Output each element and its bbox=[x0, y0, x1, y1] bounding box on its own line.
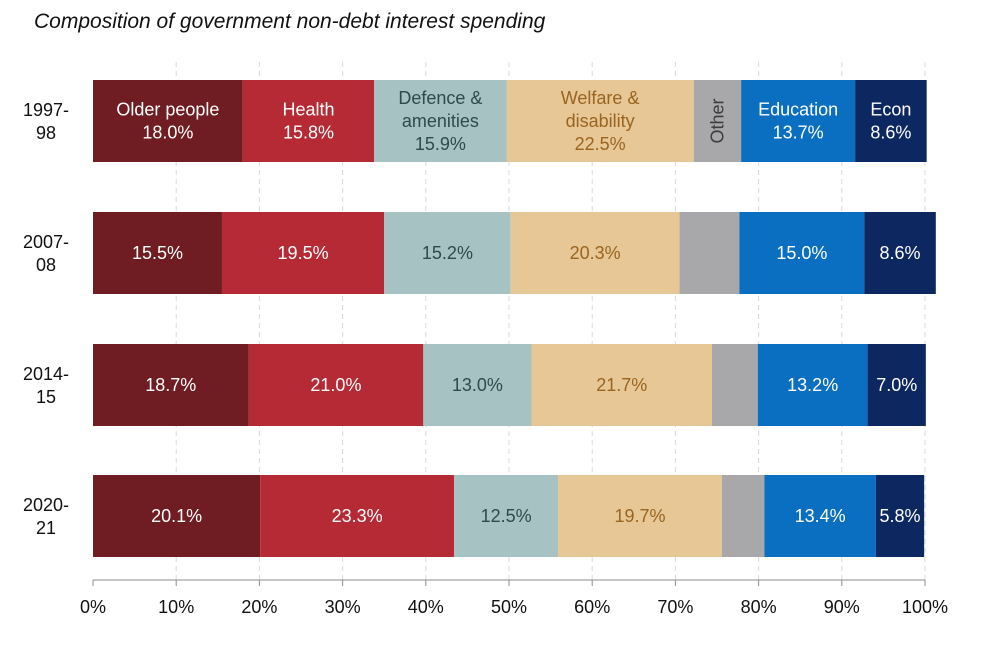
x-tick-label: 80% bbox=[741, 597, 777, 617]
x-tick-label: 0% bbox=[80, 597, 106, 617]
segment-label: 19.7% bbox=[615, 506, 666, 526]
category-label: 98 bbox=[36, 123, 56, 143]
segment-label: 13.2% bbox=[787, 375, 838, 395]
segment-label: 18.0% bbox=[142, 123, 193, 143]
bar-segment-older-people bbox=[93, 475, 261, 557]
category-label: 1997- bbox=[23, 100, 69, 120]
x-tick-label: 90% bbox=[824, 597, 860, 617]
segment-label: 15.0% bbox=[776, 243, 827, 263]
segment-label: 8.6% bbox=[880, 243, 921, 263]
bar-segment-other bbox=[721, 475, 765, 557]
x-tick-label: 40% bbox=[408, 597, 444, 617]
segment-label: 15.9% bbox=[415, 134, 466, 154]
segment-label: Econ bbox=[870, 100, 911, 120]
segment-label: 13.7% bbox=[773, 123, 824, 143]
bar-segment-defence-amenities bbox=[454, 475, 559, 557]
bar-segment-older-people bbox=[93, 80, 243, 162]
bar-segment-education bbox=[741, 80, 856, 162]
x-tick-label: 20% bbox=[241, 597, 277, 617]
bar-segment-education bbox=[764, 475, 876, 557]
segment-label: Welfare & bbox=[561, 88, 640, 108]
segment-label: 15.5% bbox=[132, 243, 183, 263]
bar-segment-econ bbox=[875, 475, 925, 557]
segment-label: 20.3% bbox=[570, 243, 621, 263]
x-tick-label: 10% bbox=[158, 597, 194, 617]
bar-segment-other bbox=[679, 212, 740, 294]
category-label: 21 bbox=[36, 518, 56, 538]
bar-segment-econ bbox=[864, 212, 936, 294]
category-label: 08 bbox=[36, 255, 56, 275]
bar-segment-health bbox=[221, 212, 385, 294]
x-tick-label: 60% bbox=[574, 597, 610, 617]
segment-label: Health bbox=[282, 100, 334, 120]
segment-label: 23.3% bbox=[332, 506, 383, 526]
segment-label: Defence & bbox=[398, 88, 482, 108]
segment-label: amenities bbox=[402, 111, 479, 131]
segment-label: 15.2% bbox=[422, 243, 473, 263]
category-label: 2020- bbox=[23, 495, 69, 515]
segment-label: 13.4% bbox=[795, 506, 846, 526]
bar-segment-defence-amenities bbox=[423, 344, 532, 426]
bar-segment-welfare-disability bbox=[558, 475, 722, 557]
segment-label: 22.5% bbox=[575, 134, 626, 154]
segment-label: Education bbox=[758, 100, 838, 120]
segment-label: 5.8% bbox=[880, 506, 921, 526]
bar-segment-other bbox=[693, 80, 742, 162]
bar-segment-other bbox=[712, 344, 758, 426]
bar-segment-health bbox=[260, 475, 455, 557]
bar-segment-education bbox=[739, 212, 865, 294]
category-label: 2007- bbox=[23, 232, 69, 252]
segment-label: 20.1% bbox=[151, 506, 202, 526]
x-tick-label: 100% bbox=[902, 597, 948, 617]
segment-label: 13.0% bbox=[452, 375, 503, 395]
x-tick-label: 70% bbox=[657, 597, 693, 617]
category-label: 15 bbox=[36, 387, 56, 407]
category-label: 2014- bbox=[23, 364, 69, 384]
segment-label: 15.8% bbox=[283, 123, 334, 143]
bar-segment-health bbox=[242, 80, 375, 162]
segment-label: 8.6% bbox=[870, 123, 911, 143]
bar-segment-defence-amenities bbox=[384, 212, 511, 294]
segment-label: Other bbox=[707, 98, 727, 143]
bar-segment-education bbox=[757, 344, 868, 426]
segment-label: Older people bbox=[116, 100, 219, 120]
chart-title: Composition of government non-debt inter… bbox=[34, 10, 546, 33]
segment-label: disability bbox=[566, 111, 635, 131]
bar-segment-welfare-disability bbox=[510, 212, 680, 294]
bar-segment-welfare-disability bbox=[531, 344, 713, 426]
segment-label: 7.0% bbox=[876, 375, 917, 395]
segment-label: 12.5% bbox=[481, 506, 532, 526]
x-tick-label: 50% bbox=[491, 597, 527, 617]
bar-segment-older-people bbox=[93, 344, 249, 426]
bar-segment-welfare-disability bbox=[506, 80, 694, 162]
bar-segment-defence-amenities bbox=[374, 80, 507, 162]
bar-segment-older-people bbox=[93, 212, 222, 294]
bar-segment-econ bbox=[855, 80, 927, 162]
segment-label: 19.5% bbox=[278, 243, 329, 263]
bar-segment-health bbox=[248, 344, 424, 426]
x-tick-label: 30% bbox=[325, 597, 361, 617]
bar-segment-econ bbox=[867, 344, 926, 426]
segment-label: 21.7% bbox=[596, 375, 647, 395]
segment-label: 18.7% bbox=[145, 375, 196, 395]
segment-label: 21.0% bbox=[310, 375, 361, 395]
